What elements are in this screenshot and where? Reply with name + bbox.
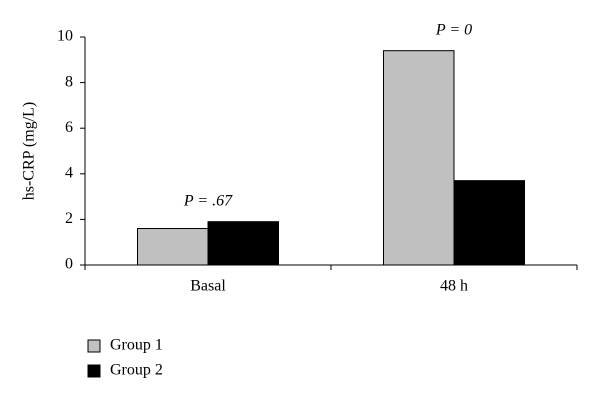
y-axis-label: hs-CRP (mg/L) bbox=[21, 102, 38, 201]
annotation: P = 0 bbox=[435, 21, 472, 38]
x-tick-label: 48 h bbox=[440, 278, 468, 295]
bar bbox=[383, 50, 455, 266]
bar bbox=[453, 180, 525, 266]
y-tick-label: 6 bbox=[65, 119, 73, 136]
y-tick-label: 10 bbox=[57, 28, 73, 45]
bar bbox=[137, 228, 209, 266]
bar bbox=[207, 221, 279, 266]
y-tick-label: 4 bbox=[65, 164, 73, 181]
legend-label: Group 1 bbox=[110, 337, 163, 354]
legend-swatch bbox=[87, 364, 101, 378]
y-tick-label: 0 bbox=[65, 256, 73, 273]
legend-swatch bbox=[87, 339, 101, 353]
legend-label: Group 2 bbox=[110, 362, 163, 379]
annotation: P = .67 bbox=[183, 192, 233, 209]
y-tick-label: 2 bbox=[65, 210, 73, 227]
x-tick-label: Basal bbox=[190, 278, 226, 295]
y-tick-label: 8 bbox=[65, 73, 73, 90]
